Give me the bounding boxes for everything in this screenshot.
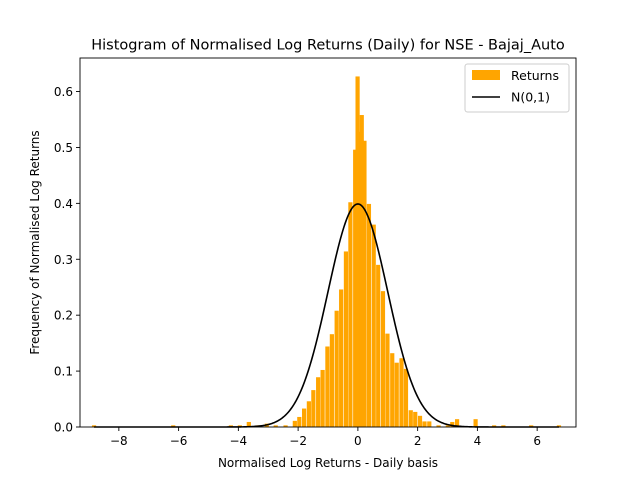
histogram-bar — [427, 421, 432, 427]
histogram-bar — [302, 408, 307, 427]
legend-label-returns: Returns — [511, 68, 559, 83]
histogram-bar — [492, 425, 497, 427]
histogram-bar — [297, 416, 302, 427]
y-tick-label: 0.1 — [54, 365, 73, 379]
histogram-bar — [316, 377, 321, 427]
x-tick-label: −6 — [170, 434, 188, 448]
legend-swatch-returns — [472, 70, 500, 80]
histogram-bar — [376, 264, 381, 427]
histogram-bar — [501, 425, 506, 427]
histogram-bar — [371, 224, 376, 427]
histogram-bar — [380, 291, 386, 427]
histogram-bar — [228, 425, 233, 427]
histogram-bar — [408, 410, 413, 427]
y-tick-label: 0.6 — [54, 85, 73, 99]
y-axis-ticks: 0.0 0.1 0.2 0.3 0.4 0.5 0.6 — [54, 85, 80, 435]
x-tick-label: 4 — [474, 434, 482, 448]
y-tick-label: 0.2 — [54, 309, 73, 323]
histogram-bar — [556, 425, 562, 427]
histogram-bar — [454, 419, 460, 427]
legend-label-normal: N(0,1) — [511, 90, 550, 105]
y-tick-label: 0.4 — [54, 197, 73, 211]
histogram-bar — [366, 203, 372, 427]
x-tick-label: 2 — [414, 434, 422, 448]
histogram-bar — [359, 115, 364, 427]
y-tick-label: 0.5 — [54, 141, 73, 155]
plot-area-frame — [79, 57, 577, 428]
y-tick-label: 0.3 — [54, 253, 73, 267]
histogram-bar — [283, 425, 288, 427]
histogram-bar — [399, 358, 404, 427]
x-axis-ticks: −8 −6 −4 −2 0 2 4 6 — [110, 427, 541, 448]
histogram-bar — [417, 415, 423, 427]
x-tick-label: 0 — [354, 434, 362, 448]
histogram-bar — [362, 140, 367, 427]
histogram-bar — [390, 353, 395, 427]
histogram-bar — [320, 369, 325, 427]
y-tick-label: 0.0 — [54, 421, 73, 435]
histogram-bar — [385, 333, 390, 427]
histogram-bar — [329, 334, 334, 427]
histogram-bar — [348, 202, 353, 427]
histogram-bar — [403, 368, 409, 427]
histogram-bar — [394, 362, 399, 427]
histogram-bar — [273, 425, 278, 427]
x-tick-label: −4 — [230, 434, 248, 448]
histogram-bar — [91, 425, 97, 427]
histogram-bar — [422, 421, 427, 427]
legend: Returns N(0,1) — [464, 63, 570, 113]
histogram-bar — [450, 421, 455, 427]
histogram-bar — [445, 425, 450, 427]
x-tick-label: −8 — [110, 434, 128, 448]
chart-title: Histogram of Normalised Log Returns (Dai… — [91, 38, 565, 54]
histogram-bar — [339, 289, 344, 427]
y-axis-label: Frequency of Normalised Log Returns — [28, 130, 42, 354]
histogram-bar — [343, 251, 349, 427]
histogram-bar — [529, 425, 534, 427]
histogram-bars — [91, 76, 562, 428]
histogram-bar — [306, 401, 311, 427]
histogram-bar — [292, 420, 297, 427]
x-axis-label: Normalised Log Returns - Daily basis — [218, 456, 438, 470]
histogram-bar — [436, 425, 441, 427]
histogram-bar — [246, 421, 251, 427]
histogram-bar — [355, 76, 360, 427]
histogram-bar — [334, 310, 339, 427]
histogram-bar — [311, 390, 316, 427]
x-tick-label: −2 — [289, 434, 307, 448]
histogram-bar — [353, 149, 358, 427]
histogram-bar — [473, 419, 478, 427]
histogram-bar — [413, 411, 418, 427]
histogram-bar — [325, 346, 330, 427]
histogram-bar — [171, 425, 176, 427]
x-tick-label: 6 — [533, 434, 541, 448]
